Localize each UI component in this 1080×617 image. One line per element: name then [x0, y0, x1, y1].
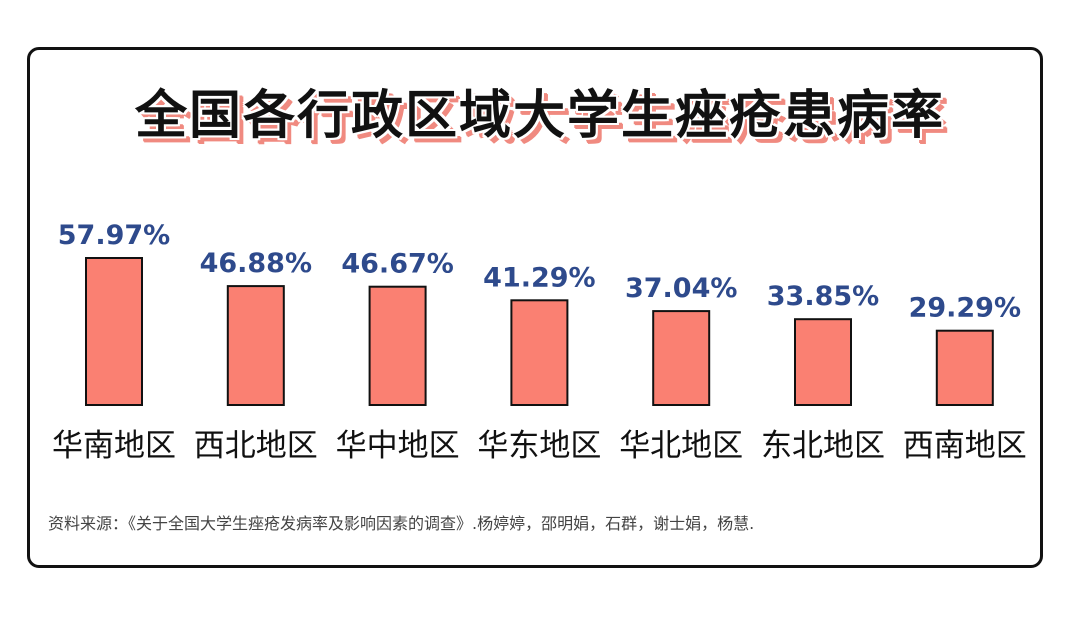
bar-5 [652, 310, 711, 407]
value-label-6: 33.85% [767, 281, 879, 312]
bar-4 [510, 299, 569, 406]
value-label-3: 46.67% [341, 249, 453, 280]
value-label-2: 46.88% [200, 248, 312, 279]
bar-1 [85, 257, 143, 406]
bar-3 [368, 285, 427, 407]
value-label-4: 41.29% [483, 262, 595, 293]
bar-7 [935, 329, 994, 407]
category-label-2: 西北地区 [194, 428, 318, 464]
category-label-7: 西南地区 [903, 428, 1027, 464]
category-label-6: 东北地区 [761, 428, 885, 464]
value-label-5: 37.04% [625, 273, 737, 304]
category-label-5: 华北地区 [619, 428, 743, 464]
category-label-1: 华南地区 [52, 428, 176, 464]
bar-6 [794, 318, 852, 407]
category-label-3: 华中地区 [336, 428, 460, 464]
title-container: 全国各行政区域大学生痤疮患病率 [0, 84, 1080, 148]
bar-2 [226, 285, 285, 407]
category-label-4: 华东地区 [477, 428, 601, 464]
chart-title: 全国各行政区域大学生痤疮患病率 [134, 86, 945, 146]
value-label-1: 57.97% [58, 220, 170, 251]
value-label-7: 29.29% [909, 293, 1021, 324]
source-note: 资料来源：《关于全国大学生痤疮发病率及影响因素的调查》.杨婷婷，邵明娟，石群，谢… [48, 514, 755, 533]
